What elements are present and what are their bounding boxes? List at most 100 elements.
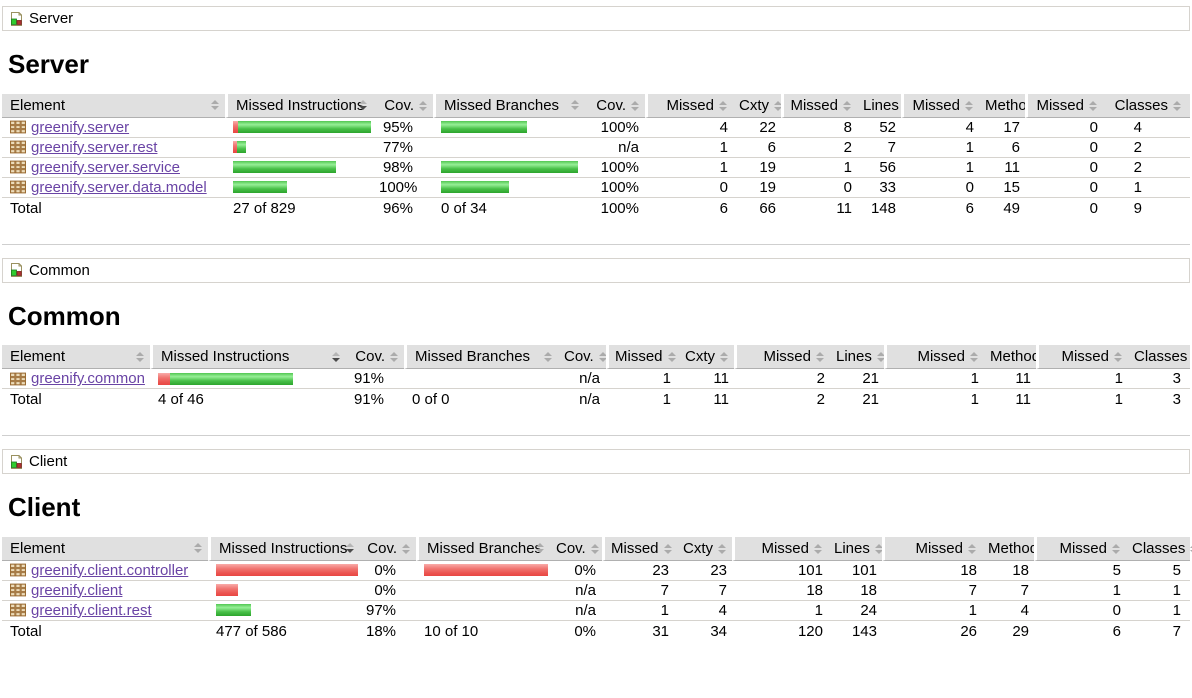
counter-value: 0 — [1034, 601, 1126, 621]
package-link[interactable]: greenify.server.rest — [31, 138, 158, 156]
instructions-coverage-bar — [216, 564, 358, 577]
column-header-missed-11[interactable]: Missed — [1036, 345, 1128, 370]
package-link[interactable]: greenify.server.data.model — [31, 178, 207, 196]
column-header-label: Missed Branches — [415, 348, 531, 366]
total-counter-value: 11 — [1015, 391, 1031, 409]
total-instructions-coverage: 96% — [382, 199, 413, 217]
column-header-classes-12[interactable]: Classes — [1128, 345, 1190, 370]
column-header-missed-11[interactable]: Missed — [1034, 536, 1126, 561]
package-row: greenify.client.controller 0% 0% 23 23 101 101… — [2, 561, 1190, 581]
package-row: greenify.server.service 98% 100% 1 19 1 56 1 11 0… — [2, 158, 1190, 178]
column-header-missed-7[interactable]: Missed — [732, 536, 828, 561]
column-header-element-0[interactable]: Element — [2, 93, 225, 118]
column-header-element-0[interactable]: Element — [2, 345, 150, 370]
report-group-icon — [11, 263, 22, 278]
covered-bar-segment — [233, 161, 336, 174]
total-row: Total 4 of 46 91% 0 of 0 n/a 1 11 2 21 1 11 1 3 — [2, 389, 1190, 410]
package-link[interactable]: greenify.server.service — [31, 158, 180, 176]
counter-value: 1 — [781, 158, 857, 178]
counter-value: 0 — [901, 178, 979, 198]
covered-bar-segment — [441, 161, 578, 174]
sort-toggle-icon — [194, 543, 202, 554]
branches-coverage-bar — [424, 604, 548, 616]
counter-value: 6 — [979, 138, 1025, 158]
column-header-missed-instructions-1[interactable]: Missed Instructions — [150, 345, 346, 370]
column-header-methods-10[interactable]: Methods — [984, 345, 1061, 370]
column-header-cov--2[interactable]: Cov. — [360, 536, 416, 561]
counter-value: 4 — [1103, 118, 1190, 138]
column-header-cov--4[interactable]: Cov. — [550, 536, 602, 561]
report-body: Server Server Element Missed Instructions… — [2, 6, 1192, 642]
breadcrumb-label[interactable]: Common — [29, 261, 90, 279]
column-header-missed-9[interactable]: Missed — [884, 345, 984, 370]
package-icon — [10, 160, 26, 174]
column-header-missed-instructions-1[interactable]: Missed Instructions — [225, 93, 373, 118]
column-header-missed-5[interactable]: Missed — [645, 93, 733, 118]
element-cell: greenify.server.rest — [2, 138, 225, 158]
branches-coverage-value: n/a — [550, 581, 602, 601]
column-header-missed-9[interactable]: Missed — [901, 93, 979, 118]
package-link[interactable]: greenify.common — [31, 370, 145, 388]
column-header-methods-10[interactable]: Methods — [982, 536, 1059, 561]
column-header-cov--2[interactable]: Cov. — [373, 93, 433, 118]
column-header-lines-8[interactable]: Lines — [830, 345, 885, 370]
column-header-cxty-6[interactable]: Cxty — [674, 536, 732, 561]
report-group-icon — [11, 454, 22, 469]
counter-value: 1 — [901, 158, 979, 178]
column-header-missed-branches-3[interactable]: Missed Branches — [416, 536, 550, 561]
instructions-coverage-value: 97% — [360, 601, 416, 621]
column-header-missed-5[interactable]: Missed — [602, 536, 674, 561]
sort-toggle-icon — [1173, 100, 1181, 111]
covered-bar-segment — [237, 121, 371, 134]
column-header-missed-7[interactable]: Missed — [734, 345, 830, 370]
sort-toggle-icon — [876, 352, 885, 363]
column-header-missed-9[interactable]: Missed — [882, 536, 982, 561]
instructions-coverage-value: 0% — [360, 581, 416, 601]
counter-value: 11 — [984, 369, 1036, 390]
total-label: Total — [10, 391, 42, 409]
sort-toggle-icon — [1089, 100, 1097, 111]
package-link[interactable]: greenify.server — [31, 118, 130, 136]
column-header-missed-7[interactable]: Missed — [781, 93, 857, 118]
column-header-missed-11[interactable]: Missed — [1025, 93, 1103, 118]
counter-value: 1 — [1034, 581, 1126, 601]
breadcrumb-label[interactable]: Server — [29, 10, 74, 27]
counter-value: 1 — [732, 601, 828, 621]
package-link[interactable]: greenify.client.controller — [31, 561, 189, 579]
column-header-lines-8[interactable]: Lines — [828, 536, 883, 561]
counter-value: 23 — [602, 561, 674, 581]
branches-coverage-value: 100% — [585, 118, 645, 138]
branches-coverage-bar — [441, 121, 583, 134]
column-header-missed-branches-3[interactable]: Missed Branches — [404, 345, 558, 370]
column-header-missed-5[interactable]: Missed — [606, 345, 676, 370]
column-header-label: Missed — [912, 96, 960, 114]
column-header-missed-instructions-1[interactable]: Missed Instructions — [208, 536, 360, 561]
column-header-label: Methods — [988, 539, 1046, 557]
counter-value: 7 — [674, 581, 732, 601]
total-instructions-coverage: 91% — [353, 391, 384, 409]
column-header-cov--4[interactable]: Cov. — [558, 345, 607, 370]
column-header-cxty-6[interactable]: Cxty — [733, 93, 782, 118]
breadcrumb-label[interactable]: Client — [29, 453, 68, 471]
total-branches-coverage: n/a — [579, 391, 600, 409]
column-header-label: Cov. — [367, 539, 397, 557]
element-cell: greenify.client — [2, 581, 208, 601]
sort-desc-icon — [346, 543, 354, 554]
column-header-missed-branches-3[interactable]: Missed Branches — [433, 93, 585, 118]
package-link[interactable]: greenify.client.rest — [31, 601, 152, 619]
column-header-cov--4[interactable]: Cov. — [585, 93, 645, 118]
column-header-cxty-6[interactable]: Cxty — [676, 345, 734, 370]
column-header-cov--2[interactable]: Cov. — [346, 345, 404, 370]
column-header-element-0[interactable]: Element — [2, 536, 208, 561]
covered-bar-segment — [216, 604, 251, 617]
branches-coverage-bar — [441, 161, 583, 174]
missed-instructions-cell — [208, 561, 360, 581]
package-link[interactable]: greenify.client — [31, 581, 123, 599]
column-header-classes-12[interactable]: Classes — [1126, 536, 1192, 561]
column-header-methods-10[interactable]: Methods — [979, 93, 1056, 118]
package-icon — [10, 603, 26, 617]
column-header-lines-8[interactable]: Lines — [857, 93, 912, 118]
missed-bar-segment — [216, 584, 238, 597]
breadcrumb: Common — [2, 257, 1190, 283]
column-header-classes-12[interactable]: Classes — [1103, 93, 1190, 118]
